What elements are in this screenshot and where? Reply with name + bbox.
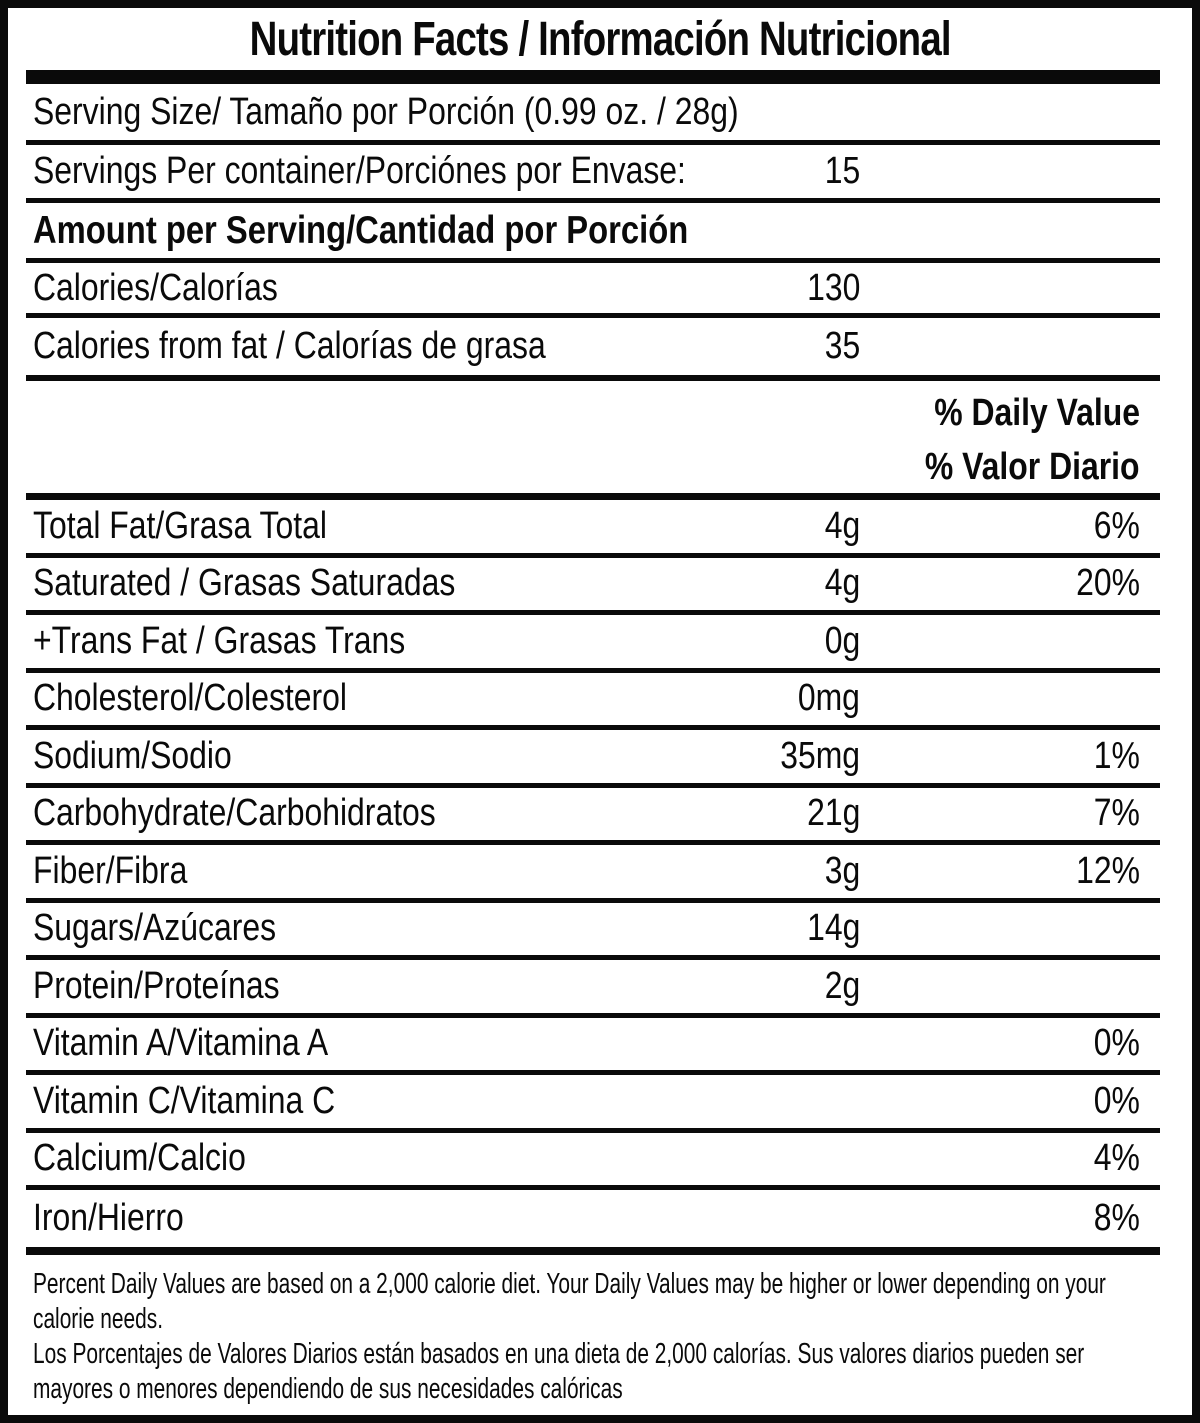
nutrient-label: Saturated / Grasas Saturadas xyxy=(33,562,456,605)
nutrient-label: Carbohydrate/Carbohidratos xyxy=(33,792,436,835)
label-title: Nutrition Facts / Información Nutriciona… xyxy=(249,12,951,66)
nutrient-row-fiber: Fiber/Fibra 3g 12% xyxy=(26,845,1160,903)
footnote-divider-bar xyxy=(26,1247,1160,1255)
nutrient-dv xyxy=(860,965,1160,1008)
footnote: Percent Daily Values are based on a 2,00… xyxy=(26,1255,1160,1415)
nutrient-dv xyxy=(860,620,1160,663)
calories-from-fat-row: Calories from fat / Calorías de grasa 35 xyxy=(26,318,1160,381)
daily-value-header-es: % Valor Diario xyxy=(925,446,1140,488)
nutrient-label: Vitamin A/Vitamina A xyxy=(33,1022,329,1065)
amount-per-serving-label: Amount per Serving/Cantidad por Porción xyxy=(33,208,689,252)
nutrient-row-calcium: Calcium/Calcio 4% xyxy=(26,1133,1160,1190)
nutrient-row-saturated-fat: Saturated / Grasas Saturadas 4g 20% xyxy=(26,558,1160,615)
nutrient-dv: 1% xyxy=(1093,734,1140,777)
nutrient-row-sugars: Sugars/Azúcares 14g xyxy=(26,903,1160,960)
nutrient-amount xyxy=(546,1197,860,1240)
nutrient-dv xyxy=(860,677,1160,720)
nutrient-row-trans-fat: +Trans Fat / Grasas Trans 0g xyxy=(26,615,1160,673)
nutrient-label: Iron/Hierro xyxy=(33,1197,184,1239)
title-divider-bar xyxy=(26,70,1160,84)
nutrient-amount: 35mg xyxy=(780,734,860,777)
nutrient-label: Total Fat/Grasa Total xyxy=(33,504,327,547)
nutrient-row-protein: Protein/Proteínas 2g xyxy=(26,960,1160,1018)
servings-per-container-value: 15 xyxy=(824,150,860,192)
nutrient-row-cholesterol: Cholesterol/Colesterol 0mg xyxy=(26,673,1160,730)
footnote-en-line-2: calorie needs. xyxy=(33,1303,164,1335)
footnote-es-line-2: mayores o menores dependiendo de sus nec… xyxy=(33,1373,623,1405)
daily-value-header: % Daily Value % Valor Diario xyxy=(26,381,1160,500)
nutrient-row-carbohydrate: Carbohydrate/Carbohidratos 21g 7% xyxy=(26,788,1160,845)
calories-from-fat-value: 35 xyxy=(824,325,860,367)
nutrient-amount: 3g xyxy=(824,849,860,892)
nutrient-row-sodium: Sodium/Sodio 35mg 1% xyxy=(26,730,1160,788)
nutrient-amount: 0g xyxy=(824,619,860,662)
nutrient-label: Protein/Proteínas xyxy=(33,964,280,1007)
calories-from-fat-label: Calories from fat / Calorías de grasa xyxy=(33,325,546,367)
nutrient-dv: 4% xyxy=(1093,1137,1140,1180)
nutrient-label: +Trans Fat / Grasas Trans xyxy=(33,619,406,662)
nutrient-label: Calcium/Calcio xyxy=(33,1137,246,1180)
nutrient-amount: 4g xyxy=(824,562,860,605)
nutrient-dv: 12% xyxy=(1076,849,1140,892)
nutrient-amount: 2g xyxy=(824,964,860,1007)
nutrient-amount xyxy=(546,1080,860,1123)
footnote-en-line-1: Percent Daily Values are based on a 2,00… xyxy=(33,1268,1106,1300)
servings-per-container-row: Servings Per container/Porciónes por Env… xyxy=(26,145,1160,203)
nutrient-dv xyxy=(860,907,1160,950)
nutrient-amount xyxy=(546,1022,860,1065)
calories-value: 130 xyxy=(806,266,860,309)
amount-per-serving-header: Amount per Serving/Cantidad por Porción xyxy=(26,203,1160,263)
nutrient-label: Sugars/Azúcares xyxy=(33,907,277,950)
nutrient-amount: 4g xyxy=(824,504,860,547)
serving-size-row: Serving Size/ Tamaño por Porción (0.99 o… xyxy=(26,84,1160,145)
nutrient-dv: 0% xyxy=(1093,1022,1140,1065)
nutrient-label: Sodium/Sodio xyxy=(33,734,232,777)
serving-size-label: Serving Size/ Tamaño por Porción (0.99 o… xyxy=(33,90,739,133)
calories-label: Calories/Calorías xyxy=(33,266,278,309)
nutrient-amount: 14g xyxy=(806,907,860,950)
nutrient-dv: 6% xyxy=(1093,504,1140,547)
servings-per-container-label: Servings Per container/Porciónes por Env… xyxy=(33,150,686,192)
calories-row: Calories/Calorías 130 xyxy=(26,263,1160,318)
nutrient-label: Vitamin C/Vitamina C xyxy=(33,1079,336,1122)
nutrient-amount: 0mg xyxy=(797,677,860,720)
nutrient-amount: 21g xyxy=(806,792,860,835)
nutrient-dv: 0% xyxy=(1093,1079,1140,1122)
nutrient-label: Cholesterol/Colesterol xyxy=(33,677,348,720)
nutrient-row-total-fat: Total Fat/Grasa Total 4g 6% xyxy=(26,500,1160,558)
nutrient-dv: 20% xyxy=(1076,562,1140,605)
nutrient-dv: 8% xyxy=(1093,1197,1140,1239)
label-title-block: Nutrition Facts / Información Nutriciona… xyxy=(8,8,1192,70)
nutrient-amount xyxy=(546,1137,860,1180)
nutrient-row-vitamin-a: Vitamin A/Vitamina A 0% xyxy=(26,1018,1160,1075)
daily-value-header-en: % Daily Value xyxy=(934,392,1140,434)
nutrient-dv: 7% xyxy=(1093,792,1140,835)
nutrient-row-iron: Iron/Hierro 8% xyxy=(26,1190,1160,1247)
nutrient-row-vitamin-c: Vitamin C/Vitamina C 0% xyxy=(26,1075,1160,1133)
nutrient-label: Fiber/Fibra xyxy=(33,849,188,892)
footnote-es-line-1: Los Porcentajes de Valores Diarios están… xyxy=(33,1338,1085,1370)
